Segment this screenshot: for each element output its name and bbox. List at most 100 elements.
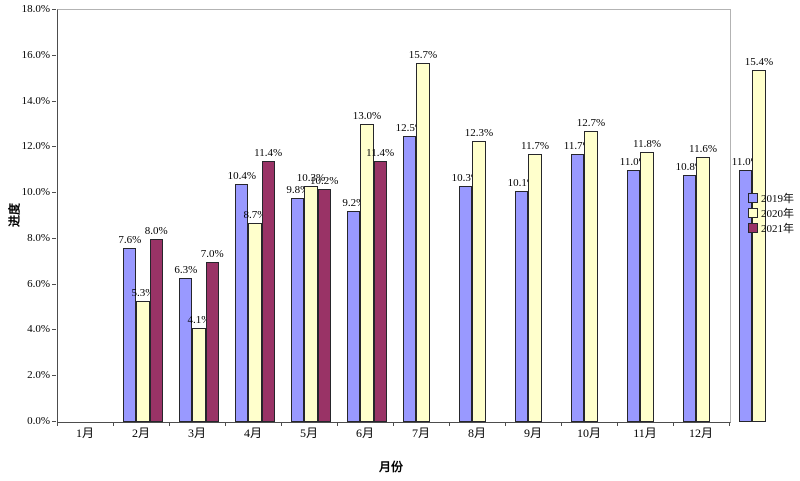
bar-value-label: 9.8%	[286, 183, 310, 196]
bar-2021年-3月	[261, 161, 275, 422]
bar-2021年-5月	[373, 161, 387, 422]
y-axis-tick-label: 4.0%	[27, 323, 50, 335]
x-axis-tick	[449, 422, 450, 426]
legend-item-2021年: 2021年	[748, 220, 794, 235]
bar-2020年-12月	[752, 69, 766, 422]
bar-2020年-8月	[528, 154, 542, 422]
bar-2019年-7月	[459, 186, 473, 422]
y-axis-tick-label: 14.0%	[21, 95, 50, 107]
bar-value-label: 10.4%	[227, 170, 257, 182]
bar-2019年-2月	[179, 277, 193, 422]
x-axis-category-label: 3月	[187, 426, 207, 440]
x-axis-tick	[673, 422, 674, 426]
y-axis-tick-label: 18.0%	[21, 3, 50, 15]
y-axis-tick	[52, 284, 56, 285]
legend-item-2019年: 2019年	[748, 190, 794, 205]
bar-2020年-7月	[472, 140, 486, 422]
bar-value-label: 6.3%	[174, 263, 198, 276]
bar-value-label: 9.2%	[342, 197, 366, 210]
x-axis-category-label: 8月	[467, 426, 487, 440]
bar-2019年-12月	[739, 170, 753, 422]
bar-value-label: 11.4%	[254, 147, 283, 160]
legend-label: 2021年	[761, 222, 794, 235]
bar-2019年-1月	[123, 248, 137, 422]
legend-swatch-2021年	[748, 222, 758, 233]
x-axis-category-label: 11月	[633, 426, 657, 440]
bar-2019年-10月	[627, 170, 641, 422]
x-axis-category-label: 4月	[243, 426, 263, 440]
y-axis-tick-label: 2.0%	[27, 369, 50, 381]
x-axis-title: 月份	[378, 460, 404, 474]
x-axis-tick	[505, 422, 506, 426]
bar-value-label: 11.7%	[520, 140, 550, 153]
bar-value-label: 10.2%	[309, 174, 339, 187]
bar-value-label: 15.4%	[744, 55, 774, 68]
x-axis-tick	[281, 422, 282, 426]
y-axis-tick	[52, 101, 56, 102]
y-axis-tick-label: 6.0%	[27, 278, 50, 290]
bar-value-label: 11.8%	[632, 137, 662, 150]
y-axis-tick	[52, 421, 56, 422]
x-axis-category-label: 10月	[576, 426, 602, 440]
bar-2020年-5月	[360, 124, 374, 422]
bar-value-label: 7.6%	[118, 234, 142, 246]
bar-2019年-11月	[683, 174, 697, 422]
y-axis-tick-label: 16.0%	[21, 49, 50, 61]
x-axis-tick	[393, 422, 394, 426]
y-axis-tick	[52, 329, 56, 330]
x-axis-tick	[561, 422, 562, 426]
bar-2020年-11月	[696, 156, 710, 422]
bar-2019年-9月	[571, 154, 585, 422]
bar-2020年-3月	[248, 222, 262, 422]
bar-2020年-1月	[136, 300, 150, 422]
y-axis-tick	[52, 55, 56, 56]
legend: 2019年 2020年 2021年	[748, 190, 794, 235]
y-axis-tick	[52, 192, 56, 193]
y-axis-tick	[52, 9, 56, 10]
bar-2020年-2月	[192, 328, 206, 422]
legend-label: 2019年	[761, 192, 794, 205]
x-axis-category-label: 1月	[75, 426, 95, 440]
x-axis-category-label: 9月	[523, 426, 543, 440]
y-axis-tick	[52, 146, 56, 147]
bar-2020年-10月	[640, 151, 654, 422]
x-axis-tick	[729, 422, 730, 426]
bar-2020年-9月	[584, 131, 598, 422]
y-axis-title: 进度	[7, 202, 22, 228]
legend-swatch-2020年	[748, 207, 758, 218]
y-axis-tick-label: 12.0%	[21, 140, 50, 152]
x-axis-category-label: 7月	[411, 426, 431, 440]
bar-2020年-6月	[416, 62, 430, 422]
bar-value-label: 12.7%	[576, 117, 606, 130]
x-axis-category-label: 5月	[299, 426, 319, 440]
bar-value-label: 4.1%	[187, 314, 211, 327]
bar-value-label: 12.3%	[464, 126, 494, 139]
x-axis-tick	[57, 422, 58, 426]
plot-area: 7.6% 5.3% 8.0% 6.3% 4.1% 7.0% 10.4% 8.7% 11.4% 9.…	[57, 9, 773, 423]
y-axis-tick	[52, 238, 56, 239]
bar-2019年-4月	[291, 197, 305, 422]
bar-2019年-5月	[347, 211, 361, 422]
legend-swatch-2019年	[748, 192, 758, 203]
bar-2021年-4月	[317, 188, 331, 422]
x-axis-category-label: 6月	[355, 426, 375, 440]
x-axis-category-label: 2月	[131, 426, 151, 440]
x-axis-tick	[617, 422, 618, 426]
bar-value-label: 8.7%	[243, 208, 267, 221]
bar-value-label: 8.0%	[144, 224, 168, 237]
x-axis-category-label: 12月	[688, 426, 714, 440]
legend-label: 2020年	[761, 207, 794, 220]
bar-value-label: 5.3%	[131, 286, 155, 299]
x-axis-tick	[225, 422, 226, 426]
bar-value-label: 11.4%	[366, 147, 395, 160]
x-axis-tick	[337, 422, 338, 426]
bar-2019年-3月	[235, 184, 249, 422]
y-axis-tick-label: 10.0%	[21, 186, 50, 198]
y-axis-tick	[52, 375, 56, 376]
bar-2021年-1月	[149, 238, 163, 422]
y-axis-tick-label: 0.0%	[27, 415, 50, 427]
legend-item-2020年: 2020年	[748, 205, 794, 220]
x-axis-tick	[113, 422, 114, 426]
bar-value-label: 10.3%	[296, 172, 326, 185]
